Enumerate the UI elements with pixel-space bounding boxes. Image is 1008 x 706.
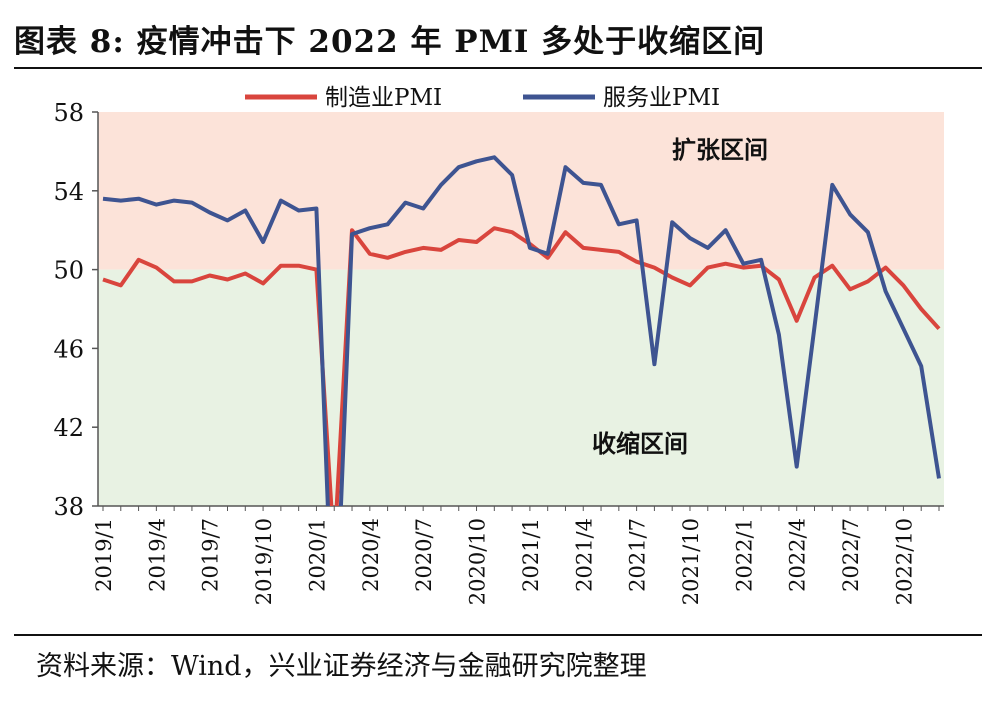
manufacturing-pmi-line bbox=[102, 226, 941, 506]
legend-manufacturing: 制造业PMI bbox=[245, 85, 442, 111]
x-tick-label: 2021/10 bbox=[679, 518, 703, 605]
legend-manufacturing-label: 制造业PMI bbox=[325, 85, 442, 111]
y-tick-label: 46 bbox=[53, 335, 84, 363]
y-tick-label: 50 bbox=[53, 257, 84, 285]
expansion-zone bbox=[98, 112, 944, 270]
title-rule bbox=[14, 67, 982, 69]
y-tick-label: 54 bbox=[53, 178, 84, 206]
expansion-zone-label: 扩张区间 bbox=[672, 135, 768, 164]
y-tick-label: 58 bbox=[53, 99, 84, 127]
x-tick-label: 2020/7 bbox=[412, 518, 436, 592]
x-tick-label: 2022/1 bbox=[732, 518, 756, 592]
y-tick-label: 42 bbox=[53, 414, 84, 442]
x-tick-label: 2019/10 bbox=[252, 518, 276, 605]
source-rule bbox=[14, 634, 982, 636]
x-tick-label: 2020/1 bbox=[305, 518, 329, 592]
legend: 制造业PMI 服务业PMI bbox=[245, 85, 720, 111]
x-tick-label: 2021/4 bbox=[572, 518, 596, 592]
x-tick-label: 2022/7 bbox=[839, 518, 863, 592]
chart-title: 图表 8: 疫情冲击下 2022 年 PMI 多处于收缩区间 bbox=[14, 24, 766, 60]
x-tick-label: 2019/1 bbox=[92, 518, 116, 592]
source-note: 资料来源：Wind，兴业证券经济与金融研究院整理 bbox=[36, 651, 647, 682]
contraction-zone-label: 收缩区间 bbox=[592, 429, 688, 458]
y-tick-label: 38 bbox=[53, 493, 84, 521]
x-tick-label: 2021/1 bbox=[519, 518, 543, 592]
legend-services-label: 服务业PMI bbox=[603, 85, 720, 111]
x-tick-label: 2022/4 bbox=[786, 518, 810, 592]
x-tick-label: 2019/4 bbox=[145, 518, 169, 592]
x-tick-label: 2022/10 bbox=[892, 518, 916, 605]
x-tick-label: 2021/7 bbox=[626, 518, 650, 592]
x-tick-label: 2019/7 bbox=[199, 518, 223, 592]
x-tick-label: 2020/10 bbox=[466, 518, 490, 605]
x-tick-label: 2020/4 bbox=[359, 518, 383, 592]
legend-services: 服务业PMI bbox=[523, 85, 720, 111]
services-pmi-line bbox=[102, 155, 941, 506]
